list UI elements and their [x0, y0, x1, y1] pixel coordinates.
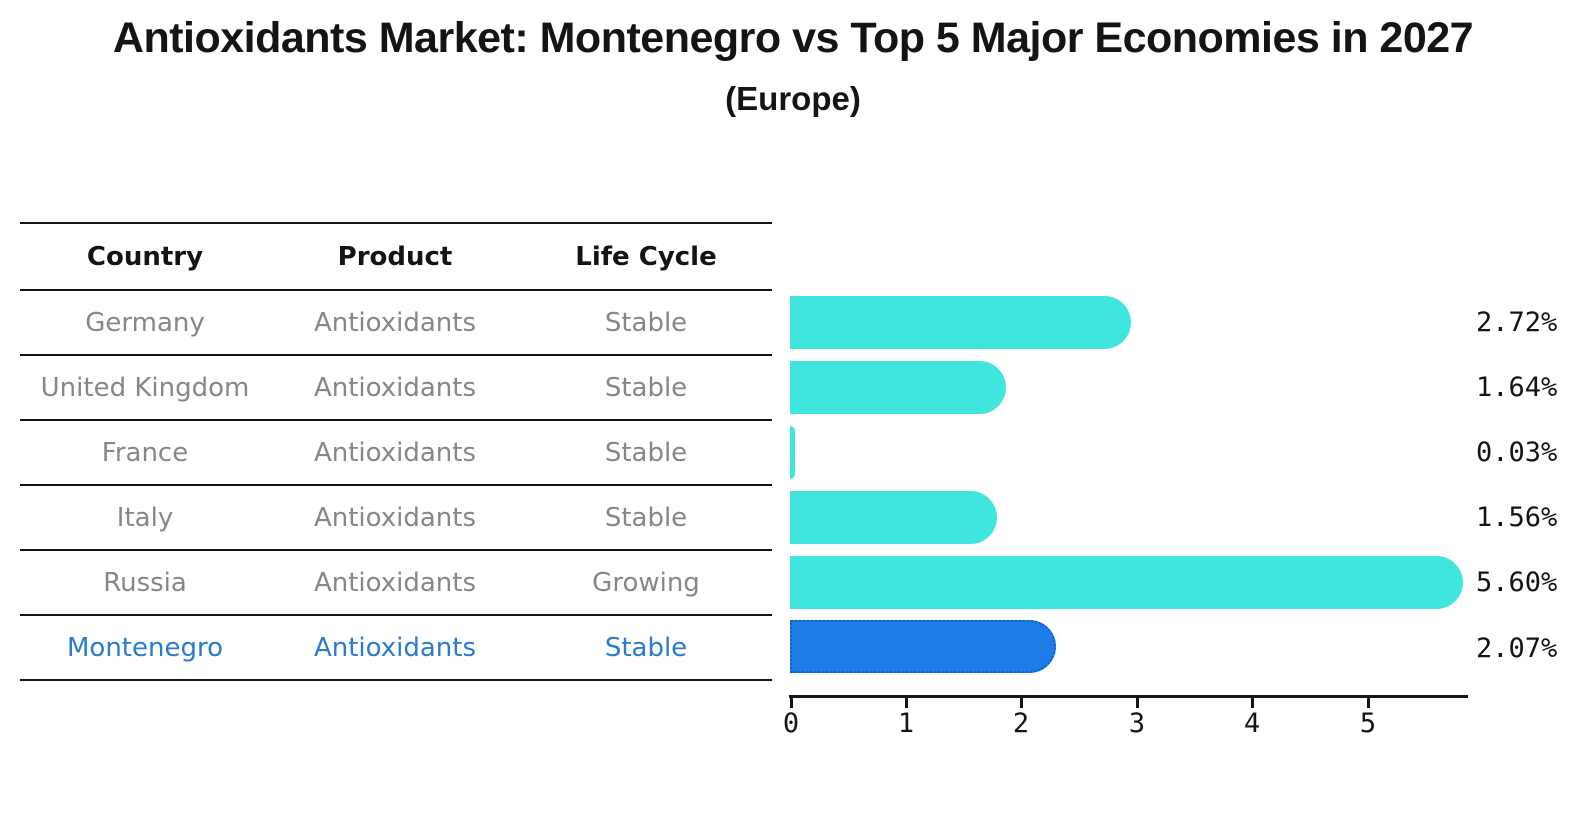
x-axis-tick-label: 5	[1359, 708, 1377, 739]
x-axis-tick-label: 2	[1012, 708, 1030, 739]
page-title: Antioxidants Market: Montenegro vs Top 5…	[112, 14, 1474, 62]
cell-life-cycle: Stable	[604, 632, 688, 663]
bar-france	[790, 426, 796, 479]
table-divider	[20, 419, 772, 421]
y-axis-tick	[759, 354, 772, 356]
x-axis-tick	[790, 697, 793, 708]
cell-life-cycle: Growing	[592, 567, 700, 598]
x-axis-tick-label: 4	[1243, 708, 1261, 739]
table-divider	[20, 222, 772, 224]
cell-country: Italy	[116, 502, 174, 533]
cell-product: Antioxidants	[313, 437, 477, 468]
cell-country: Russia	[103, 567, 187, 598]
table-row: Germany Antioxidants Stable	[20, 290, 772, 355]
bar-germany	[790, 296, 1131, 349]
chart-subtitle: (Europe)	[725, 80, 861, 117]
y-axis-tick	[759, 289, 772, 291]
cell-product: Antioxidants	[313, 372, 477, 403]
table-divider	[20, 484, 772, 486]
value-label: 1.56%	[1476, 502, 1558, 533]
header-life-cycle: Life Cycle	[575, 241, 717, 272]
value-label: 1.64%	[1476, 372, 1558, 403]
table-divider	[20, 679, 772, 681]
table-divider	[20, 549, 772, 551]
y-axis-tick	[759, 549, 772, 551]
cell-country: Germany	[85, 307, 205, 338]
bar-united-kingdom	[790, 361, 1007, 414]
cell-country: United Kingdom	[40, 372, 250, 403]
cell-country: Montenegro	[66, 632, 223, 663]
x-axis-tick-label: 3	[1128, 708, 1146, 739]
bar-montenegro	[790, 620, 1056, 673]
cell-product: Antioxidants	[313, 307, 477, 338]
table-row: Italy Antioxidants Stable	[20, 485, 772, 550]
cell-country: France	[101, 437, 189, 468]
cell-life-cycle: Stable	[604, 437, 688, 468]
x-axis-line	[789, 695, 1468, 698]
table-row: Russia Antioxidants Growing	[20, 550, 772, 615]
x-axis-tick	[1251, 697, 1254, 708]
cell-product: Antioxidants	[313, 632, 477, 663]
value-label: 2.07%	[1476, 633, 1558, 664]
value-label: 2.72%	[1476, 307, 1558, 338]
bar-italy	[790, 491, 998, 544]
table-divider	[20, 614, 772, 616]
y-axis-tick	[759, 484, 772, 486]
table-divider	[20, 289, 772, 291]
table-header-row: Country Product Life Cycle	[20, 224, 772, 289]
header-country: Country	[86, 241, 204, 272]
cell-life-cycle: Stable	[604, 307, 688, 338]
x-axis-tick-label: 0	[782, 708, 800, 739]
x-axis-tick	[905, 697, 908, 708]
table-divider	[20, 354, 772, 356]
y-axis-tick	[759, 679, 772, 681]
x-axis-tick-label: 1	[897, 708, 915, 739]
y-axis-tick	[759, 614, 772, 616]
value-label: 5.60%	[1476, 567, 1558, 598]
cell-product: Antioxidants	[313, 502, 477, 533]
cell-life-cycle: Stable	[604, 502, 688, 533]
bar-russia	[790, 556, 1464, 609]
x-axis-tick	[1367, 697, 1370, 708]
x-axis-tick	[1136, 697, 1139, 708]
table-row: France Antioxidants Stable	[20, 420, 772, 485]
x-axis-tick	[1020, 697, 1023, 708]
cell-life-cycle: Stable	[604, 372, 688, 403]
value-label: 0.03%	[1476, 437, 1558, 468]
cell-product: Antioxidants	[313, 567, 477, 598]
y-axis-tick	[759, 419, 772, 421]
header-product: Product	[337, 241, 453, 272]
table-row: United Kingdom Antioxidants Stable	[20, 355, 772, 420]
table-row-highlighted: Montenegro Antioxidants Stable	[20, 615, 772, 680]
